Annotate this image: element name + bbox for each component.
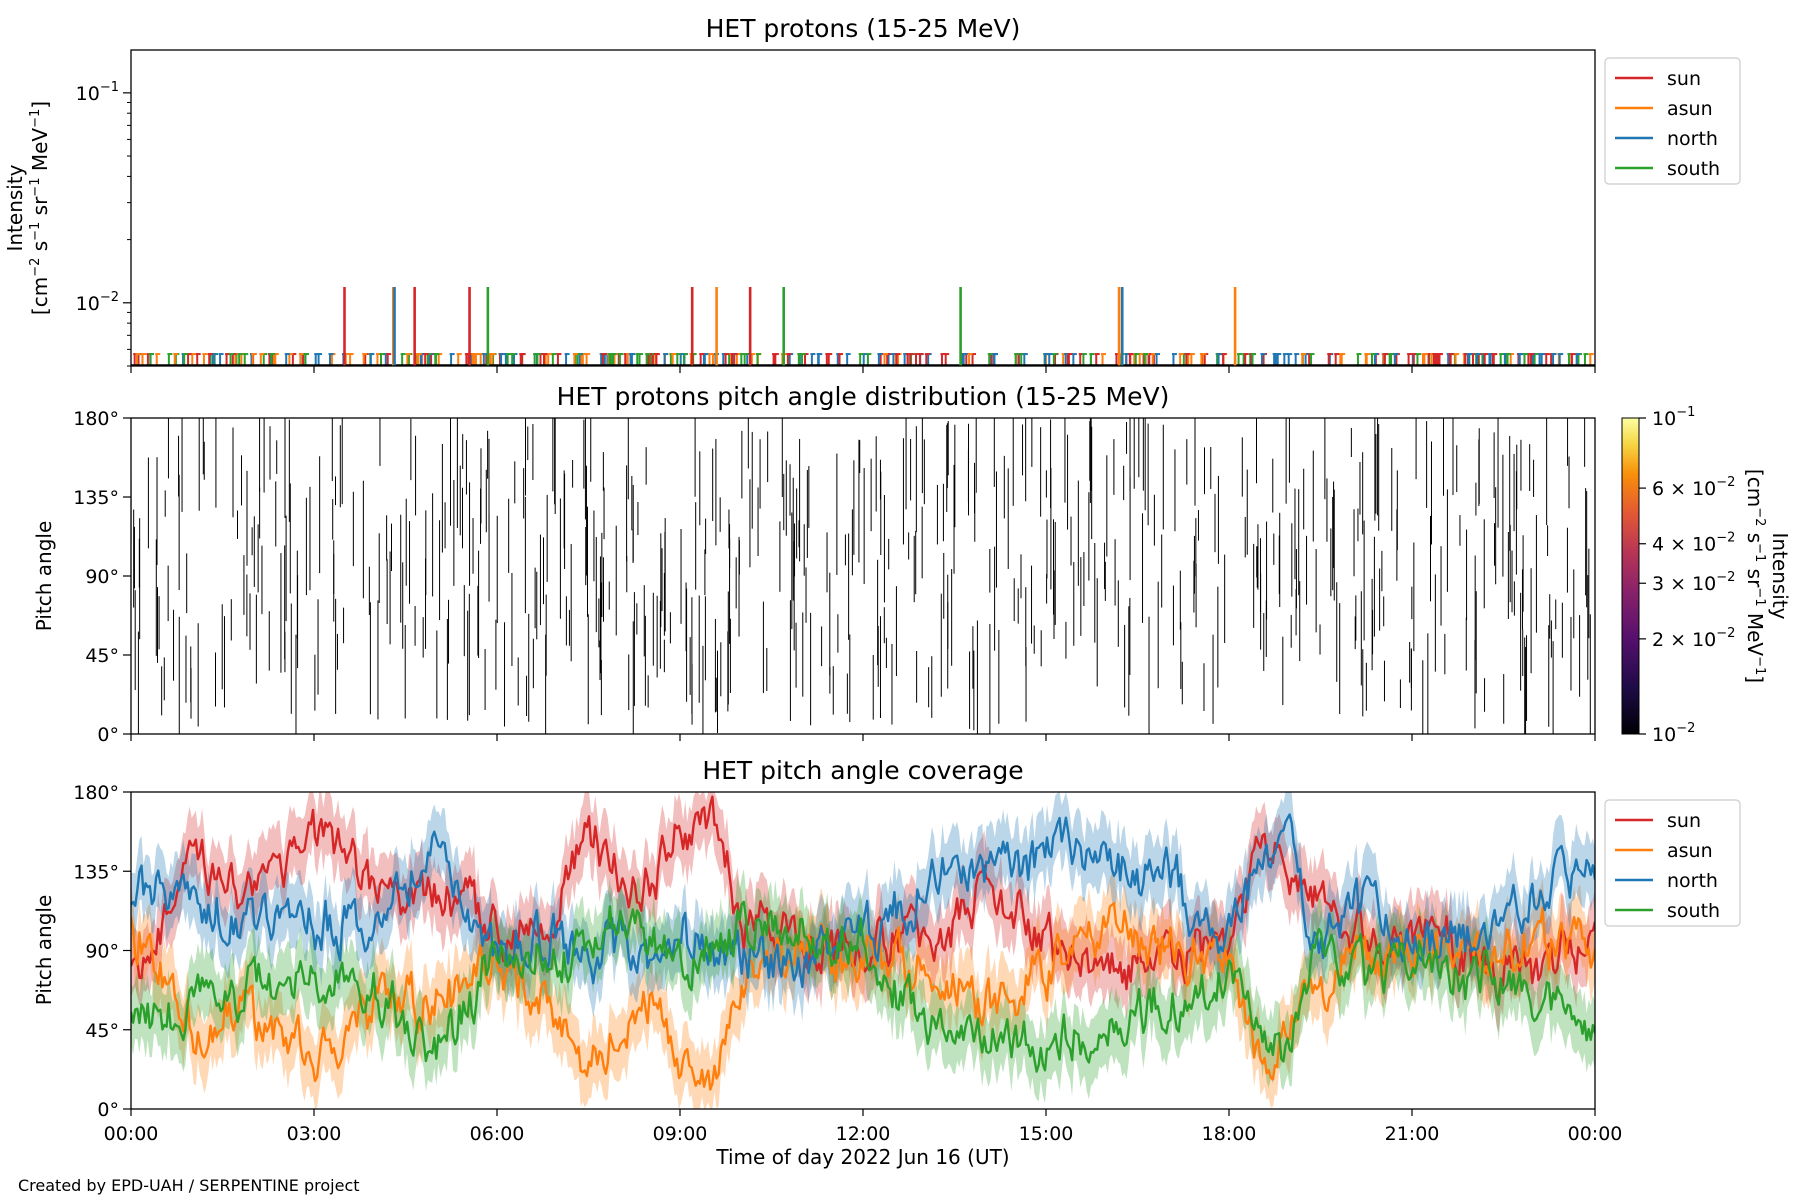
legend-label-north: north: [1667, 128, 1718, 150]
y-tick-label: 180°: [73, 782, 119, 804]
panel2-y-axis: 0° 45° 90° 135° 180°: [73, 408, 131, 746]
x-tick-label: 18:00: [1202, 1123, 1257, 1145]
panel2-frame: [130, 417, 1596, 735]
panel3-x-ticks: 00:00 03:00 06:00 09:00 12:00 15:00 18:00 21:00…: [104, 1109, 1623, 1145]
legend-label-south: south: [1667, 158, 1720, 180]
legend-label-north: north: [1667, 870, 1718, 892]
x-tick-label: 06:00: [470, 1123, 525, 1145]
panel3-legend: sun asun north south: [1604, 799, 1741, 927]
y-tick-label: 45°: [85, 1020, 119, 1042]
x-tick-label: 09:00: [653, 1123, 708, 1145]
legend-box: [1604, 799, 1741, 927]
panel2-ylabel: Pitch angle: [32, 521, 56, 632]
legend-label-asun: asun: [1667, 840, 1713, 862]
series-line-north: [131, 813, 1595, 989]
panel3-title: HET pitch angle coverage: [702, 756, 1023, 785]
colorbar-ticks: 10−2 2 × 10−2 3 × 10−2 4 × 10−2 6 × 10−2 10−1: [1639, 405, 1735, 746]
y-tick-label: 0°: [97, 724, 119, 746]
y-tick-label: 135°: [73, 487, 119, 509]
colorbar-tick-label: 4 × 10−2: [1652, 531, 1735, 556]
panel-pad: HET protons pitch angle distribution (15…: [32, 382, 1792, 746]
colorbar-label: Intensity [cm−2 s−1 sr−1 MeV−1]: [1743, 469, 1792, 683]
panel1-x-ticks: [130, 366, 1596, 373]
panel-intensity: HET protons (15-25 MeV) 10−2 10−1 Intensi…: [3, 14, 1741, 373]
panel2-x-ticks: [130, 734, 1596, 741]
legend-box: [1604, 57, 1741, 185]
panel3-data: [131, 792, 1595, 1109]
series-line-south: [131, 900, 1595, 1073]
legend-label-sun: sun: [1667, 810, 1701, 832]
y-tick-label: 45°: [85, 645, 119, 667]
legend-label-sun: sun: [1667, 68, 1701, 90]
panel2-heatmap: [130, 418, 1591, 734]
legend-label-asun: asun: [1667, 98, 1713, 120]
colorbar-tick-label: 3 × 10−2: [1652, 570, 1735, 595]
y-tick-label: 90°: [85, 941, 119, 963]
credit-text: Created by EPD-UAH / SERPENTINE project: [18, 1176, 360, 1195]
band-asun: [131, 870, 1595, 1109]
colorbar-tick-label: 10−1: [1652, 405, 1695, 430]
y-tick-label: 90°: [85, 566, 119, 588]
y-tick-label: 10−2: [76, 290, 119, 315]
legend-label-south: south: [1667, 900, 1720, 922]
panel1-data: [131, 286, 1595, 366]
y-tick-label: 135°: [73, 861, 119, 883]
x-tick-label: 21:00: [1385, 1123, 1440, 1145]
panel1-y-axis: 10−2 10−1: [76, 80, 131, 367]
panel2-title: HET protons pitch angle distribution (15…: [557, 382, 1170, 411]
x-tick-label: 12:00: [836, 1123, 891, 1145]
colorbar-tick-label: 10−2: [1652, 721, 1695, 746]
y-tick-label: 180°: [73, 408, 119, 430]
x-tick-label: 00:00: [104, 1123, 159, 1145]
x-tick-label: 15:00: [1019, 1123, 1074, 1145]
panel-coverage: HET pitch angle coverage 0° 45° 90° 135° 180…: [32, 756, 1741, 1169]
y-tick-label: 10−1: [76, 80, 119, 105]
panel1-frame: [130, 49, 1596, 367]
colorbar-tick-label: 6 × 10−2: [1652, 475, 1735, 500]
panel1-ylabel: Intensity [cm−2 s−1 sr−1 MeV−1]: [3, 101, 52, 315]
panel3-y-axis: 0° 45° 90° 135° 180°: [73, 782, 131, 1121]
x-axis-label: Time of day 2022 Jun 16 (UT): [715, 1145, 1009, 1169]
colorbar-label-units: [cm−2 s−1 sr−1 MeV−1]: [1743, 469, 1767, 683]
panel3-ylabel: Pitch angle: [32, 895, 56, 1006]
colorbar-label-line1: Intensity: [1768, 532, 1792, 619]
x-tick-label: 03:00: [287, 1123, 342, 1145]
panel1-legend: sun asun north south: [1604, 57, 1741, 185]
colorbar: [1621, 417, 1640, 735]
band-sun: [131, 792, 1595, 1033]
x-tick-label: 00:00: [1568, 1123, 1623, 1145]
y-tick-label: 0°: [97, 1099, 119, 1121]
colorbar-tick-label: 2 × 10−2: [1652, 626, 1735, 651]
panel1-title: HET protons (15-25 MeV): [706, 14, 1021, 43]
panel1-ylabel-units: [cm−2 s−1 sr−1 MeV−1]: [28, 101, 52, 315]
panel1-ylabel-line1: Intensity: [3, 164, 27, 251]
